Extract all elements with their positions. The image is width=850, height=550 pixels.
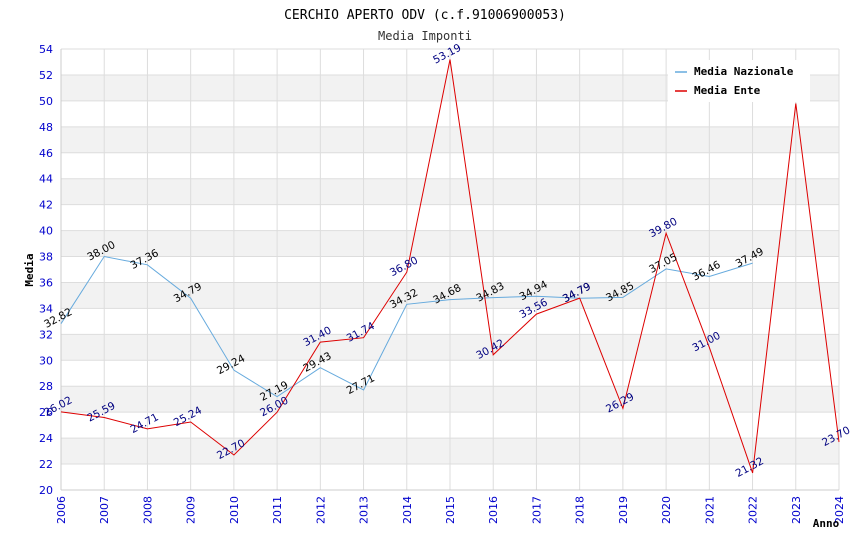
x-tick-label: 2008 [141,496,154,524]
y-tick-label: 38 [39,251,53,264]
chart-title: CERCHIO APERTO ODV (c.f.91006900053) [284,8,566,23]
data-label-ente: 26.02 [42,394,74,419]
x-axis-label: Anno [813,517,840,530]
x-tick-label: 2018 [574,496,587,524]
y-tick-label: 30 [39,354,53,367]
x-tick-label: 2007 [98,496,111,524]
y-tick-label: 40 [39,225,53,238]
series-line-ente [60,59,840,474]
data-label-ente: 24.71 [129,411,161,436]
y-tick-label: 44 [39,173,53,186]
y-tick-label: 26 [39,406,53,419]
series-line-nazionale [60,255,753,398]
y-tick-label: 28 [39,380,53,393]
x-tick-label: 2023 [790,496,803,524]
x-tick-label: 2013 [358,496,371,524]
x-tick-label: 2009 [185,496,198,524]
y-tick-label: 48 [39,121,53,134]
legend: Media Nazionale Media Ente [668,60,810,102]
data-label-nazionale: 36.46 [690,259,722,284]
y-tick-label: 24 [39,432,53,445]
y-tick-label: 42 [39,199,53,212]
x-tick-label: 2011 [271,496,284,524]
x-tick-label: 2016 [487,496,500,524]
legend-label-ente: Media Ente [694,84,761,97]
y-tick-label: 20 [39,484,53,497]
legend-box [668,60,810,102]
chart-subtitle: Media Imponti [378,29,472,43]
x-tick-label: 2020 [660,496,673,524]
x-tick-label: 2017 [530,496,543,524]
y-tick-label: 54 [39,43,53,56]
x-tick-label: 2024 [833,496,846,524]
x-tick-label: 2019 [617,496,630,524]
data-label-ente: 36.80 [388,254,420,279]
x-tick-label: 2015 [444,496,457,524]
y-tick-label: 46 [39,147,53,160]
x-axis-ticks: 2006 2007 2008 2009 2010 2011 2012 2013 2014 2015… [55,496,846,524]
x-tick-label: 2010 [228,496,241,524]
y-tick-label: 32 [39,328,53,341]
series-lines [60,59,840,474]
y-axis-ticks: 20 22 24 26 28 30 32 34 36 38 40 42 44 46 48 50 52 54 [39,43,53,497]
y-tick-label: 52 [39,69,53,82]
y-tick-label: 22 [39,458,53,471]
x-tick-label: 2014 [401,496,414,524]
x-tick-label: 2012 [314,496,327,524]
x-tick-label: 2022 [747,496,760,524]
y-tick-label: 34 [39,302,53,315]
x-tick-label: 2006 [55,496,68,524]
legend-label-nazionale: Media Nazionale [694,65,794,78]
y-tick-label: 36 [39,276,53,289]
x-tick-label: 2021 [703,496,716,524]
data-label-ente: 53.19 [431,42,463,67]
y-axis-label: Media [23,253,36,286]
y-tick-label: 50 [39,95,53,108]
